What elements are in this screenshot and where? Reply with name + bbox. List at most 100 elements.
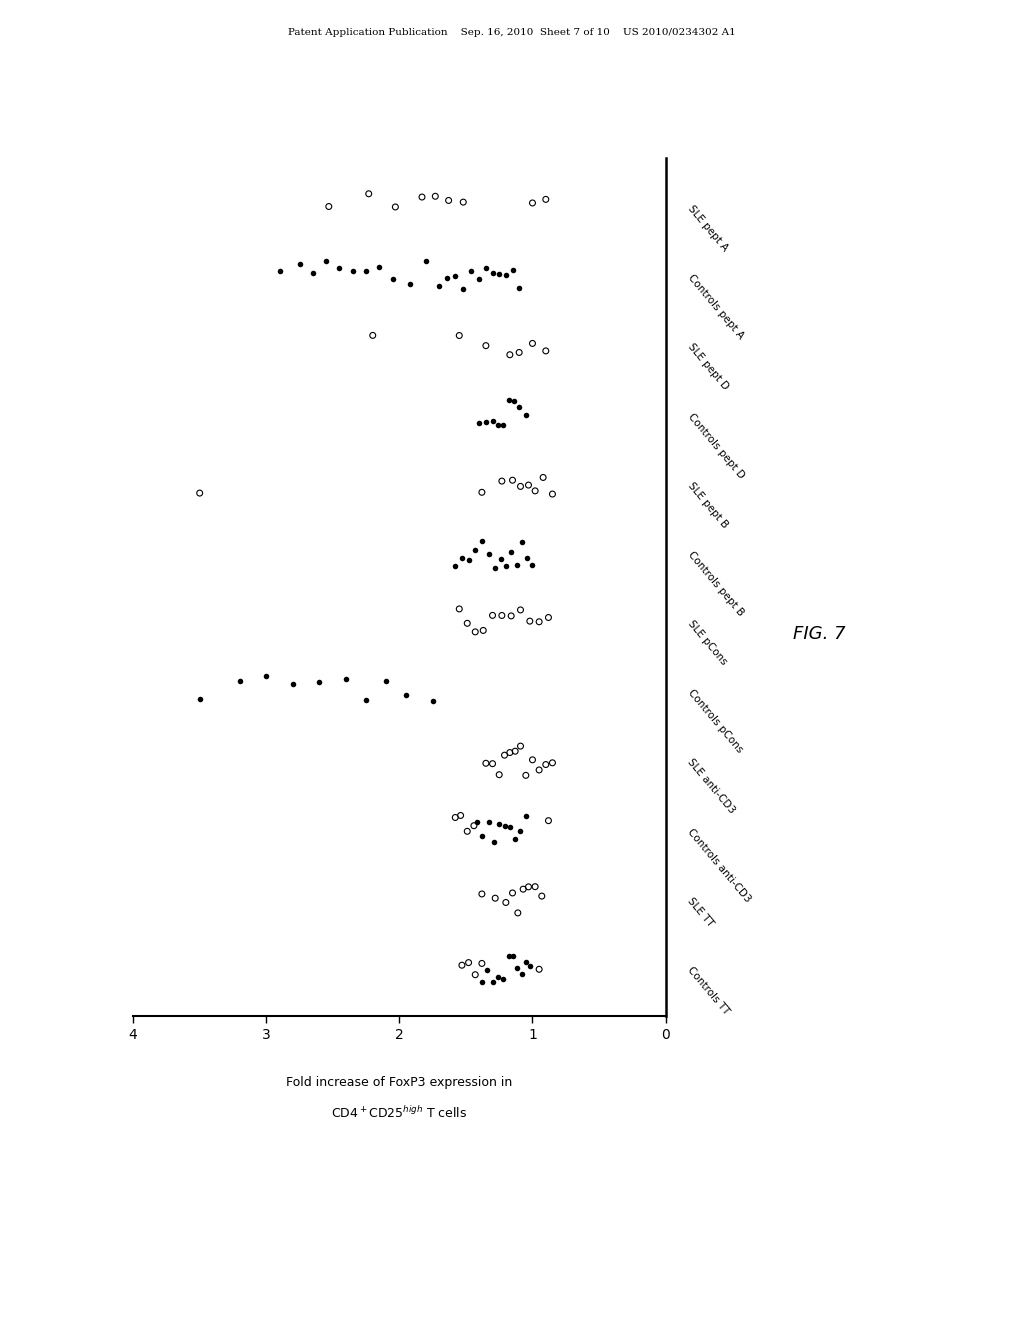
Point bbox=[365, 325, 381, 346]
Point bbox=[514, 532, 530, 553]
Point bbox=[358, 260, 375, 281]
Point bbox=[524, 193, 541, 214]
Point bbox=[538, 754, 554, 775]
Point bbox=[231, 671, 248, 692]
Point bbox=[467, 622, 483, 643]
Point bbox=[530, 759, 547, 780]
Point bbox=[466, 816, 482, 837]
Point bbox=[484, 411, 501, 432]
Point bbox=[489, 966, 506, 987]
Point bbox=[439, 268, 456, 289]
Point bbox=[512, 599, 528, 620]
Text: SLE pCons: SLE pCons bbox=[686, 619, 728, 667]
Point bbox=[484, 754, 501, 775]
Point bbox=[545, 483, 561, 504]
Point bbox=[331, 257, 347, 279]
Text: Controls pept B: Controls pept B bbox=[686, 549, 745, 618]
Point bbox=[519, 548, 536, 569]
Point bbox=[474, 482, 490, 503]
Point bbox=[534, 886, 550, 907]
Point bbox=[520, 474, 537, 495]
Point bbox=[463, 260, 479, 281]
Point bbox=[338, 668, 354, 689]
Point bbox=[492, 764, 508, 785]
Point bbox=[475, 620, 492, 642]
Point bbox=[431, 276, 447, 297]
Point bbox=[459, 612, 475, 634]
Point bbox=[530, 611, 547, 632]
Point bbox=[524, 333, 541, 354]
Point bbox=[474, 825, 490, 846]
Point bbox=[501, 389, 517, 411]
Point bbox=[459, 821, 475, 842]
Point bbox=[505, 470, 521, 491]
Point bbox=[535, 467, 551, 488]
Point bbox=[493, 548, 509, 569]
Point bbox=[511, 396, 527, 417]
Point bbox=[492, 813, 508, 834]
Point bbox=[521, 611, 538, 632]
Point bbox=[311, 672, 328, 693]
Point bbox=[495, 969, 511, 990]
Point bbox=[498, 556, 514, 577]
Point bbox=[524, 750, 541, 771]
Point bbox=[487, 557, 504, 578]
Point bbox=[487, 887, 504, 908]
Point bbox=[358, 690, 375, 711]
Text: Patent Application Publication    Sep. 16, 2010  Sheet 7 of 10    US 2010/023430: Patent Application Publication Sep. 16, … bbox=[288, 28, 736, 37]
Point bbox=[454, 546, 470, 568]
Point bbox=[477, 412, 495, 433]
Point bbox=[461, 550, 477, 572]
Text: SLE pept A: SLE pept A bbox=[686, 203, 729, 253]
Point bbox=[440, 190, 457, 211]
Point bbox=[467, 540, 483, 561]
Point bbox=[474, 972, 490, 993]
Point bbox=[451, 598, 467, 619]
Point bbox=[291, 253, 307, 275]
Point bbox=[427, 186, 443, 207]
Text: Controls pept D: Controls pept D bbox=[686, 412, 745, 480]
Point bbox=[360, 183, 377, 205]
Point bbox=[191, 483, 208, 504]
Point bbox=[505, 945, 521, 966]
Point bbox=[505, 259, 521, 280]
Point bbox=[451, 325, 467, 346]
Point bbox=[497, 744, 513, 766]
Point bbox=[461, 952, 477, 973]
Point bbox=[271, 261, 288, 282]
Point bbox=[191, 689, 208, 710]
Point bbox=[514, 964, 530, 985]
Point bbox=[521, 956, 538, 977]
Point bbox=[471, 268, 487, 289]
Point bbox=[468, 812, 484, 833]
Point bbox=[495, 414, 511, 436]
Point bbox=[455, 191, 471, 213]
Point bbox=[385, 268, 401, 289]
Text: FIG. 7: FIG. 7 bbox=[793, 624, 846, 643]
Point bbox=[480, 544, 497, 565]
Point bbox=[530, 958, 547, 979]
Text: SLE pept B: SLE pept B bbox=[686, 480, 729, 529]
Point bbox=[512, 735, 528, 756]
Point bbox=[447, 807, 464, 828]
Point bbox=[541, 607, 557, 628]
Point bbox=[474, 953, 490, 974]
Point bbox=[501, 945, 517, 966]
Point bbox=[511, 342, 527, 363]
Point bbox=[498, 265, 514, 286]
Point bbox=[424, 690, 440, 711]
Point bbox=[285, 673, 301, 694]
Point bbox=[453, 805, 469, 826]
Point bbox=[397, 684, 414, 705]
Point bbox=[318, 251, 335, 272]
Point bbox=[484, 605, 501, 626]
Point bbox=[518, 805, 535, 826]
Text: SLE pept D: SLE pept D bbox=[686, 342, 730, 392]
Text: CD4$^+$CD25$^{high}$ T cells: CD4$^+$CD25$^{high}$ T cells bbox=[331, 1105, 468, 1121]
Point bbox=[503, 541, 519, 562]
Point bbox=[518, 404, 535, 425]
Point bbox=[477, 257, 495, 279]
Point bbox=[378, 671, 394, 692]
Point bbox=[507, 741, 523, 762]
Point bbox=[418, 251, 434, 272]
